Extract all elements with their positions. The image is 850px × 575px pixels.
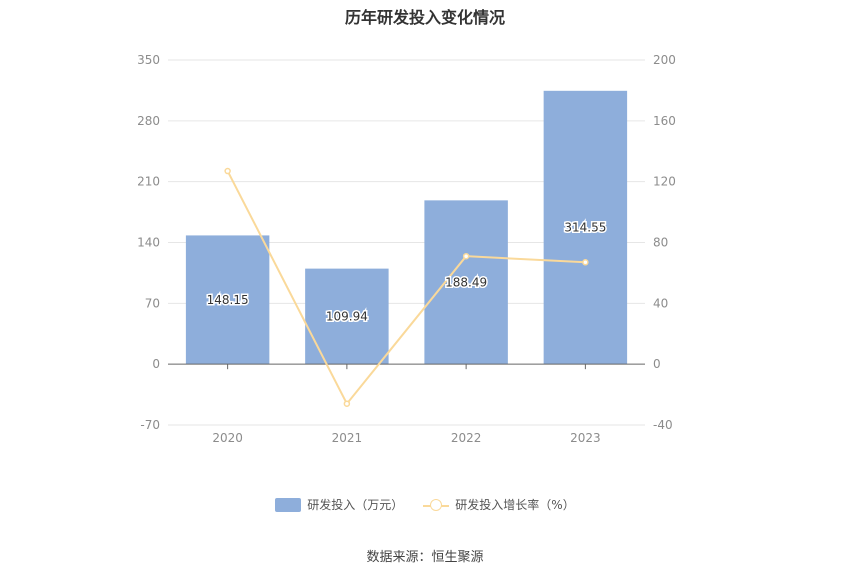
y-left-tick-label: 140 [137,236,160,250]
y-left-tick-label: 280 [137,114,160,128]
x-tick-label: 2022 [451,431,482,445]
y-right-tick-label: 80 [653,236,668,250]
legend-line-swatch [423,498,450,512]
bar-data-label: 109.94 [326,309,368,323]
y-right-tick-label: -40 [653,418,673,432]
bar-data-labels: 148.15 109.94 188.49 314.55 [205,219,608,325]
y-left-tick-label: 210 [137,175,160,189]
x-tick-label: 2021 [332,431,363,445]
y-right-tick-label: 40 [653,296,668,310]
growth-point [343,400,351,407]
y-right-tick-label: 200 [653,53,676,67]
growth-line [226,170,586,406]
legend-item-line[interactable]: 研发投入增长率（%） [423,496,575,513]
bar-data-label: 314.55 [564,220,606,234]
bar-series [185,90,628,365]
legend-bar-swatch [275,497,302,512]
y-left-tick-label: 350 [137,53,160,67]
y-right-tick-label: 0 [653,357,661,371]
line-series [224,167,589,407]
x-tick-label: 2023 [570,431,601,445]
bar [424,200,508,365]
bar [185,235,270,365]
y-left-tick-label: 0 [152,357,160,371]
bar [543,90,628,365]
y-right-tick-label: 120 [653,175,676,189]
legend: 研发投入（万元） 研发投入增长率（%） [0,496,850,513]
y-left-tick-label: -70 [140,418,160,432]
x-axis: 2020 2021 2022 2023 [168,363,645,445]
bar-data-label: 148.15 [207,293,249,307]
right-axis: -40 0 40 80 120 160 200 [653,53,676,432]
data-source: 数据来源：恒生聚源 [366,550,484,565]
growth-point [224,167,231,175]
x-tick-label: 2020 [212,431,243,445]
legend-line-label: 研发投入增长率（%） [455,498,575,512]
y-left-tick-label: 70 [145,296,160,310]
legend-item-bar[interactable]: 研发投入（万元） [275,496,403,513]
legend-bar-label: 研发投入（万元） [307,498,404,512]
chart-title: 历年研发投入变化情况 [344,8,505,27]
bar-data-label: 188.49 [445,275,487,289]
growth-point [462,252,470,260]
left-axis: -70 0 70 140 210 280 350 [137,53,160,432]
y-right-tick-label: 160 [653,114,676,128]
growth-point [582,259,589,266]
